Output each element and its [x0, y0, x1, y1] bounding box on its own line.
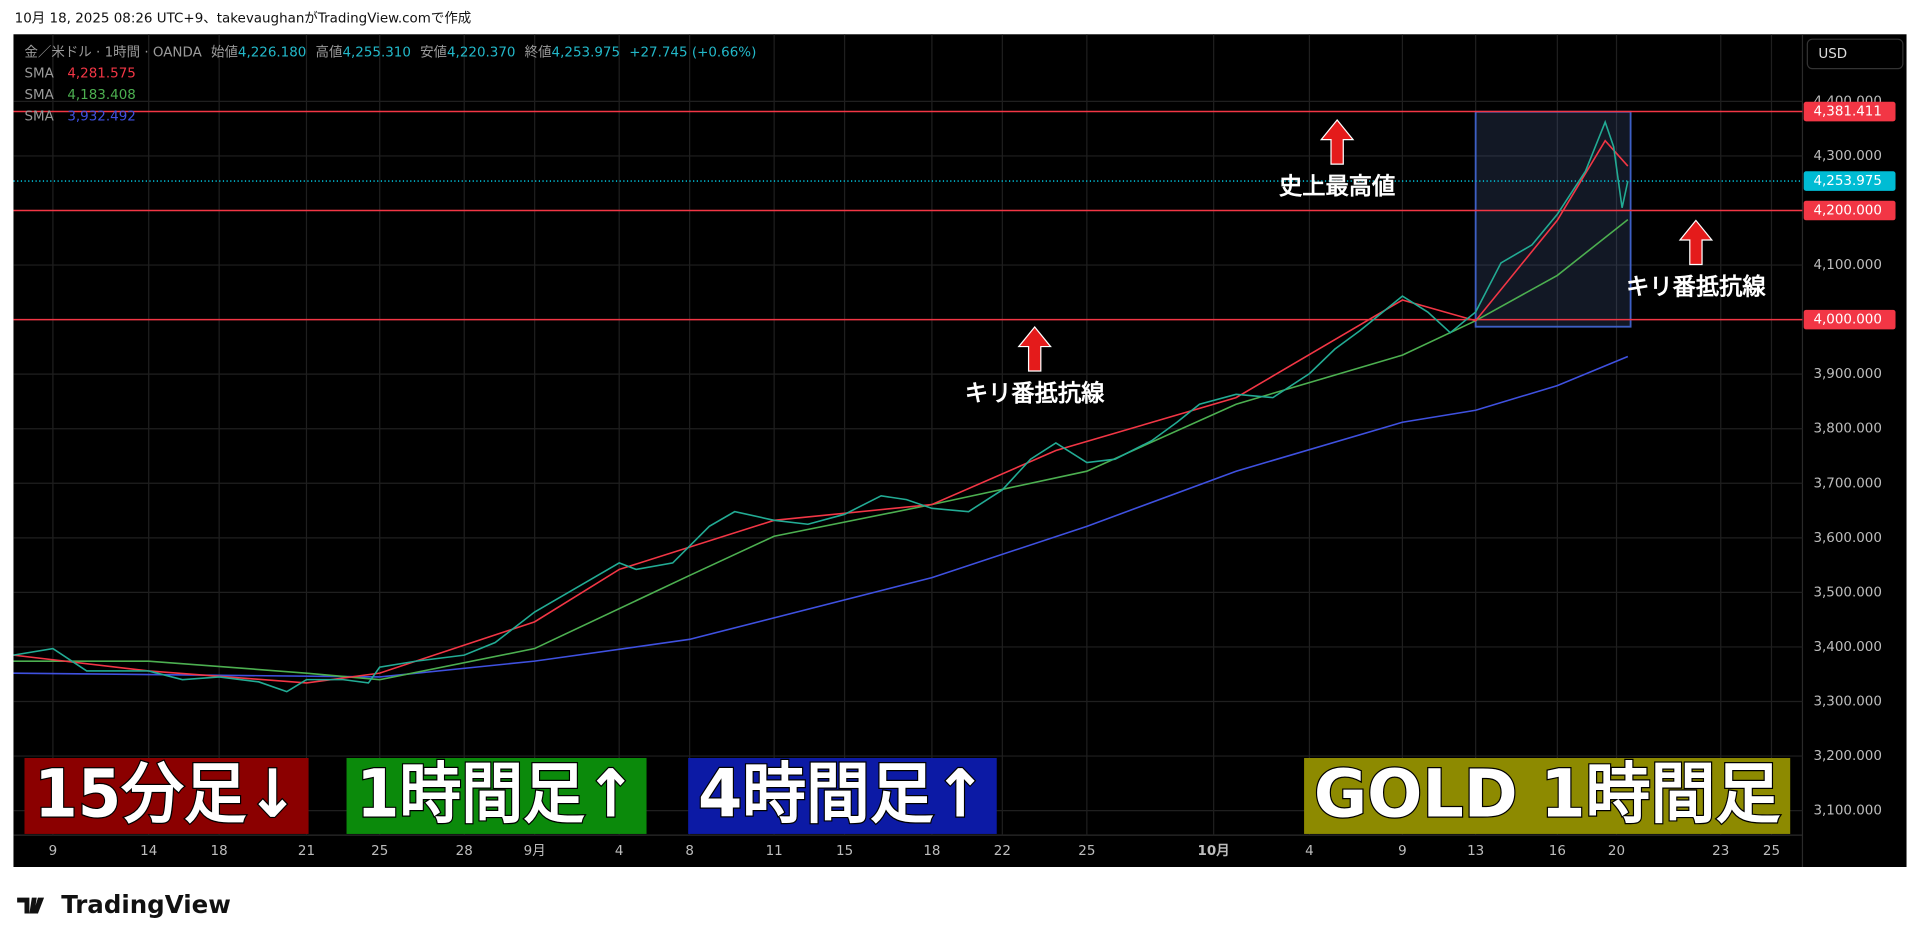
legend-name: SMA	[24, 109, 54, 124]
x-tick-label: 22	[994, 844, 1011, 859]
ohlc-value: 4,255.310	[342, 46, 410, 61]
y-tick-label: 3,500.000	[1813, 585, 1881, 600]
level-label: 4,381.411	[1813, 105, 1881, 120]
ohlc-change: +27.745 (+0.66%)	[629, 46, 756, 61]
level-label: 4,200.000	[1813, 204, 1881, 219]
plot-layer	[13, 110, 1803, 693]
level-label: 4,000.000	[1813, 313, 1881, 328]
x-tick-label: 10月	[1198, 843, 1230, 859]
x-tick-label: 4	[1305, 844, 1314, 859]
brand-logo: TradingView	[17, 890, 231, 919]
x-tick-label: 4	[615, 844, 624, 859]
x-tick-label: 15	[836, 844, 853, 859]
y-tick-label: 3,400.000	[1813, 640, 1881, 655]
banner-text: 15分足↓	[34, 755, 298, 832]
banner-box	[346, 758, 647, 834]
ohlc-legend: 金／米ドル · 1時間 · OANDA 始値4,226.180 高値4,255.…	[24, 44, 756, 61]
symbol: 金／米ドル · 1時間 · OANDA	[24, 45, 202, 61]
y-tick-label: 4,100.000	[1813, 258, 1881, 273]
ohlc-label: 安値	[420, 45, 447, 61]
banner-text: 4時間足↑	[698, 755, 987, 832]
legend-name: SMA	[24, 66, 54, 81]
banner-text: 1時間足↑	[356, 755, 636, 832]
y-tick-label: 3,100.000	[1813, 804, 1881, 819]
x-tick-label: 11	[766, 844, 783, 859]
banner-box	[688, 758, 997, 834]
banner-text: GOLD 1時間足	[1314, 755, 1781, 832]
arrow	[1017, 325, 1052, 372]
x-tick-label: 9	[1398, 844, 1407, 859]
grid	[13, 34, 1803, 836]
y-tick-label: 4,300.000	[1813, 149, 1881, 164]
ohlc-value: 4,253.975	[552, 46, 620, 61]
legend-value: 4,281.575	[67, 66, 135, 81]
series-line	[13, 355, 1629, 678]
last-price-tag	[1803, 171, 1896, 191]
level-tag	[1803, 200, 1896, 221]
x-tick-label: 21	[298, 844, 315, 859]
brand-name: TradingView	[61, 890, 231, 919]
x-tick-label: 28	[456, 844, 473, 859]
y-tick-label: 3,800.000	[1813, 422, 1881, 437]
series-line	[13, 119, 1629, 693]
annotation: キリ番抵抗線	[965, 380, 1105, 407]
annotation: キリ番抵抗線	[1626, 273, 1766, 300]
x-tick-label: 14	[140, 844, 157, 859]
logo-mark	[17, 897, 45, 914]
chart-panel	[13, 34, 1907, 867]
ohlc-label: 高値	[316, 44, 343, 61]
legend-name: SMA	[24, 88, 54, 103]
annotation: 史上最高値	[1279, 173, 1395, 200]
overlay: 3,100.000 3,200.000 3,300.000 3,400.000 3,50…	[24, 66, 1896, 859]
arrow	[1319, 119, 1355, 165]
x-tick-label: 16	[1549, 844, 1566, 859]
x-tick-label: 13	[1467, 844, 1484, 859]
series-line	[13, 218, 1629, 681]
x-tick-label: 18	[211, 844, 228, 859]
ohlc-label: 始値	[211, 45, 238, 61]
currency-button[interactable]	[1806, 38, 1904, 70]
legend-value: 4,183.408	[67, 88, 135, 103]
y-tick-label: 3,600.000	[1813, 531, 1881, 546]
x-tick-label: 8	[685, 844, 694, 859]
x-tick-label: 18	[923, 844, 940, 859]
x-tick-label: 25	[1763, 844, 1780, 859]
level-tag	[1803, 101, 1896, 122]
currency[interactable]: USD	[1818, 47, 1847, 62]
level-tag	[1803, 309, 1896, 330]
x-tick-label: 20	[1608, 844, 1625, 859]
last-price-label: 4,253.975	[1813, 174, 1881, 189]
ohlc-value: 4,220.370	[447, 46, 515, 61]
y-tick-label: 3,900.000	[1813, 367, 1881, 382]
y-tick-label: 3,700.000	[1813, 476, 1881, 491]
ohlc-label: 終値	[525, 45, 552, 61]
y-tick-label: 3,300.000	[1813, 694, 1881, 709]
x-tick-label: 25	[1078, 844, 1095, 859]
x-tick-label: 9月	[524, 844, 546, 859]
banner-box	[24, 758, 309, 834]
y-tick-label: 3,200.000	[1813, 749, 1881, 764]
x-tick-label: 23	[1712, 844, 1729, 859]
x-tick-label: 25	[371, 844, 388, 859]
caption: 10月 18, 2025 08:26 UTC+9、takevaughanがTra…	[15, 10, 472, 26]
arrow	[1678, 219, 1714, 266]
banner-box	[1304, 758, 1791, 834]
ohlc-value: 4,226.180	[238, 46, 306, 61]
legend-value: 3,932.492	[67, 109, 135, 124]
x-tick-label: 9	[49, 844, 58, 859]
